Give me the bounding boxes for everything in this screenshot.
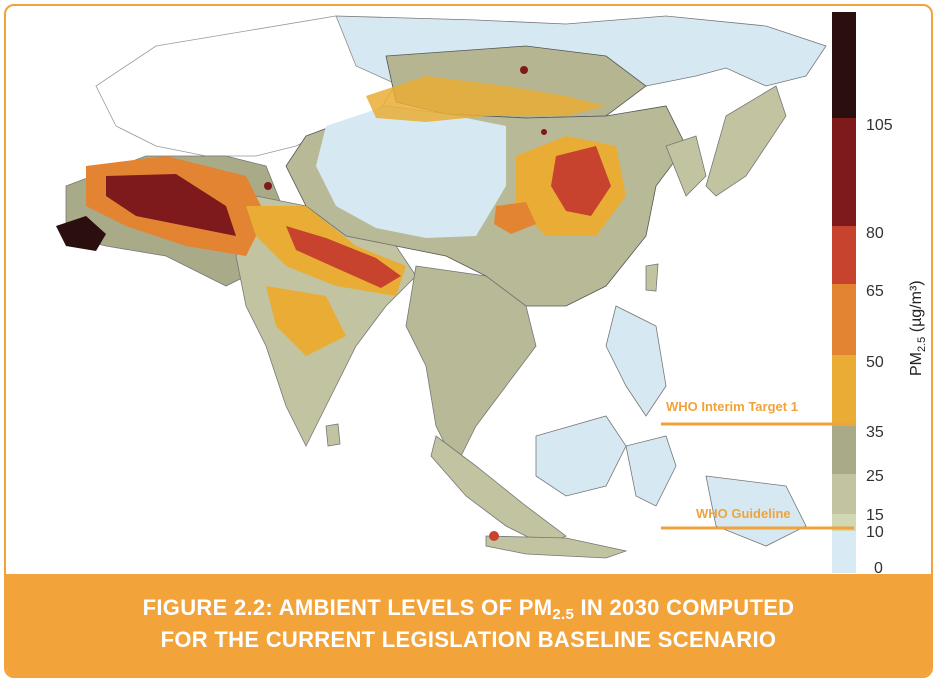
middle-east-black [56, 216, 106, 251]
north-china-hot [551, 146, 611, 216]
hotspot-java [489, 531, 499, 541]
scale-tick-15: 15 [866, 507, 884, 524]
figure-card: 105 80 65 50 35 25 15 10 0 PM2.5 (µg/m³)… [4, 4, 933, 678]
hotspot-north [541, 129, 547, 135]
scale-tick-50: 50 [866, 354, 884, 371]
scale-band-105 [832, 12, 856, 118]
hotspot-kashmir [264, 182, 272, 190]
philippines-region [605, 305, 667, 417]
middle-east-dark [106, 174, 236, 236]
pollution-layer [56, 66, 626, 541]
scale-tick-35: 35 [866, 424, 884, 441]
who-markers: WHO Interim Target 1 WHO Guideline [661, 399, 854, 530]
scale-band-0 [832, 531, 856, 573]
scale-tick-65: 65 [866, 283, 884, 300]
sulawesi-region [625, 435, 677, 507]
scale-tick-80: 80 [866, 225, 884, 242]
borneo-region [535, 415, 627, 497]
taiwan-region [645, 263, 659, 292]
figure-caption: FIGURE 2.2: AMBIENT LEVELS OF PM2.5 IN 2… [6, 574, 931, 676]
scale-tick-10: 10 [866, 524, 884, 541]
caption-line-2: FOR THE CURRENT LEGISLATION BASELINE SCE… [160, 627, 777, 652]
tibet-clean-region [316, 106, 506, 238]
scale-band-25 [832, 426, 856, 474]
who-guideline-label: WHO Guideline [696, 506, 791, 521]
central-india-orange [266, 286, 346, 356]
scale-tick-0: 0 [874, 560, 883, 574]
mongolia-orange-band [366, 76, 606, 122]
ganges-red [286, 226, 401, 288]
southeast-asia-region [405, 265, 537, 467]
sichuan-orange [494, 202, 536, 234]
scale-band-35 [832, 355, 856, 426]
scale-band-80 [832, 118, 856, 226]
korea-japan-region [665, 85, 787, 197]
scale-band-50 [832, 284, 856, 355]
scale-band-15 [832, 474, 856, 514]
caption-line-1: FIGURE 2.2: AMBIENT LEVELS OF PM2.5 IN 2… [142, 595, 795, 623]
scale-tick-105: 105 [866, 117, 893, 134]
sri-lanka-region [325, 423, 341, 447]
scale-tick-25: 25 [866, 468, 884, 485]
color-scale: 105 80 65 50 35 25 15 10 0 PM2.5 (µg/m³) [832, 12, 928, 574]
who-interim-target-label: WHO Interim Target 1 [666, 399, 798, 414]
java-region [485, 535, 628, 559]
central-asia-region [95, 15, 397, 157]
pm25-map: 105 80 65 50 35 25 15 10 0 PM2.5 (µg/m³)… [56, 12, 928, 574]
scale-unit-label: PM2.5 (µg/m³) [908, 280, 928, 376]
hotspot-ulaanbaatar [520, 66, 528, 74]
scale-band-65 [832, 226, 856, 284]
